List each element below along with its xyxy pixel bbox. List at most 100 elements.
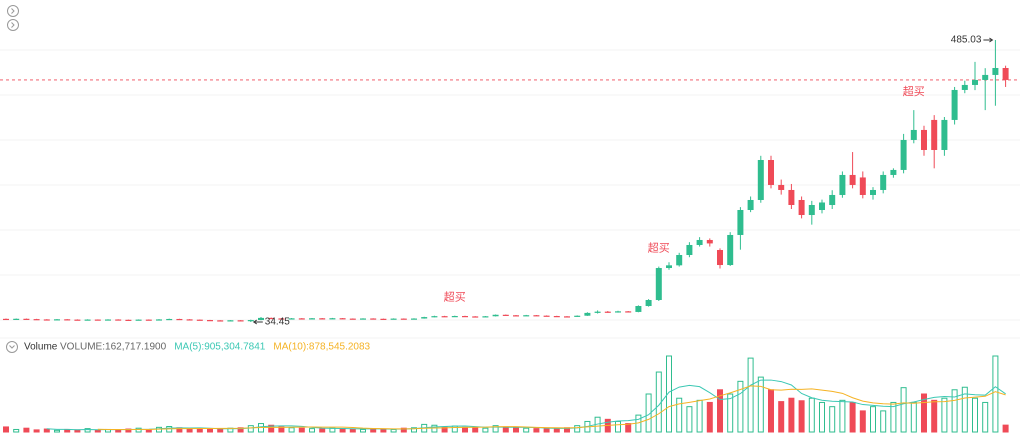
- collapse-button[interactable]: [6, 341, 18, 353]
- candle-body: [972, 79, 978, 85]
- volume-bar: [196, 428, 203, 433]
- volume-bar: [880, 410, 887, 433]
- volume-bar: [961, 386, 968, 433]
- volume-bar: [207, 428, 213, 433]
- volume-bar: [523, 427, 530, 433]
- volume-bar: [462, 426, 468, 433]
- volume-bar: [431, 424, 438, 433]
- candle-body: [951, 89, 958, 120]
- collapse-icon[interactable]: [6, 341, 18, 353]
- volume-bar: [696, 399, 703, 433]
- volume-bar: [574, 425, 581, 433]
- candle-body: [513, 315, 519, 317]
- candle-body: [411, 318, 417, 320]
- candle-body: [706, 239, 713, 244]
- candle-body: [819, 202, 825, 211]
- volume-bar: [492, 425, 499, 433]
- volume-bar: [972, 397, 978, 433]
- volume-bar: [319, 428, 326, 433]
- candle-body: [360, 318, 366, 320]
- candle-body: [788, 189, 795, 205]
- volume-bar: [533, 428, 540, 433]
- volume-bar: [757, 376, 764, 433]
- candle-body: [268, 317, 275, 320]
- candle-body: [910, 129, 917, 140]
- volume-bar: [870, 406, 876, 433]
- volume-bar: [513, 427, 519, 433]
- candle-body: [645, 300, 652, 307]
- candle-body: [451, 316, 458, 318]
- candle-body: [849, 174, 856, 185]
- candle-body: [900, 139, 907, 170]
- candle-body: [533, 315, 540, 317]
- candle-body: [615, 311, 621, 313]
- volume-bar: [900, 387, 907, 433]
- legend-item: VOLUME:162,717.1900: [60, 342, 167, 353]
- volume-bar: [115, 429, 122, 433]
- candle-body: [329, 318, 336, 320]
- candle-body: [319, 318, 326, 320]
- volume-bar: [390, 428, 397, 433]
- expand-icon[interactable]: [7, 19, 19, 31]
- expand-button[interactable]: [7, 5, 19, 17]
- candle-body: [839, 174, 846, 195]
- candle-body: [982, 74, 989, 80]
- candle-body: [1002, 67, 1009, 80]
- expand-button[interactable]: [7, 19, 19, 31]
- volume-bar: [3, 426, 9, 433]
- volume-bar: [931, 399, 938, 433]
- candle-body: [135, 319, 142, 321]
- candle-body: [747, 199, 754, 211]
- annotation: 超买: [903, 84, 925, 98]
- candle-body: [757, 159, 764, 200]
- volume-bar: [247, 425, 254, 433]
- candle-body: [94, 319, 101, 321]
- candle-body: [217, 320, 224, 322]
- candle-body: [523, 315, 530, 317]
- volume-bar: [13, 428, 20, 433]
- candle-body: [472, 316, 479, 318]
- volume-bar: [910, 401, 917, 433]
- candle-body: [696, 239, 703, 245]
- candle-body: [196, 319, 203, 321]
- volume-bar: [778, 401, 785, 433]
- legend-item: MA(5):905,304.7841: [174, 342, 266, 353]
- candle-body: [54, 319, 60, 321]
- candle-body: [492, 314, 499, 317]
- candle-body: [237, 320, 244, 322]
- volume-bar: [543, 428, 550, 433]
- min-label: 34.45: [265, 317, 290, 328]
- candle-body: [778, 184, 785, 190]
- candle-body: [309, 318, 315, 320]
- grid: [0, 49, 1020, 339]
- volume-bar: [472, 427, 479, 433]
- volume-bar: [84, 428, 91, 433]
- volume-bar: [33, 429, 40, 433]
- max-label: 485.03: [951, 35, 982, 46]
- candle-body: [543, 315, 550, 317]
- volume-bar: [839, 399, 846, 433]
- annotation: 超买: [444, 290, 466, 304]
- candle-body: [278, 318, 285, 320]
- candle-body: [84, 319, 91, 321]
- moving-average-line: [97, 385, 1006, 431]
- candle-body: [717, 249, 723, 266]
- volume-bar: [655, 371, 662, 433]
- volume-bar: [666, 355, 672, 433]
- volume-bar: [268, 424, 275, 433]
- candle-body: [829, 194, 836, 205]
- candle-body: [880, 174, 887, 190]
- candle-body: [176, 318, 183, 321]
- volume-bar: [982, 401, 989, 433]
- volume-bar: [859, 410, 866, 433]
- volume-bar: [339, 428, 346, 433]
- candle-body: [207, 320, 213, 322]
- candle-body: [288, 318, 295, 320]
- candle-body: [870, 189, 876, 195]
- volume-bar: [808, 397, 815, 433]
- candle-body: [166, 318, 173, 321]
- volume-bar: [43, 428, 50, 433]
- candle-body: [74, 319, 81, 321]
- expand-icon[interactable]: [7, 5, 19, 17]
